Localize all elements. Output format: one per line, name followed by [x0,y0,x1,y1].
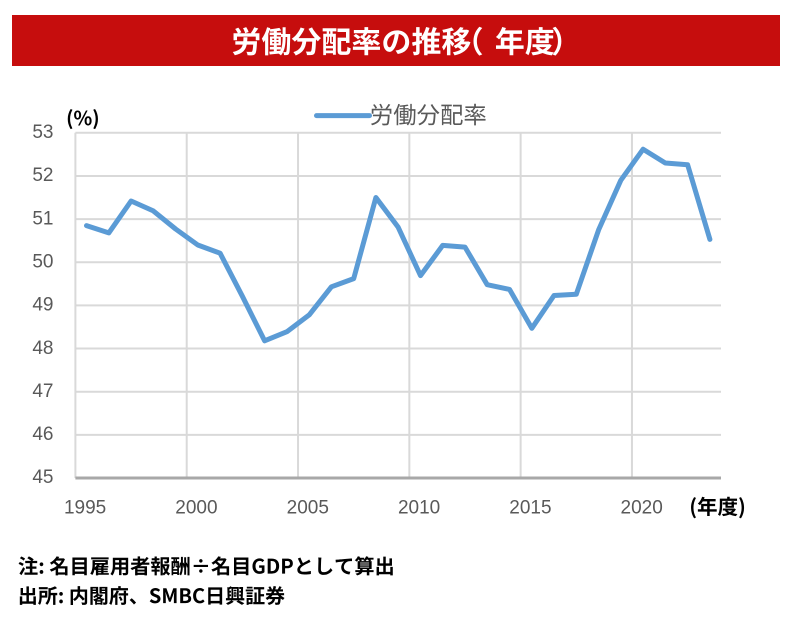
svg-text:52: 52 [32,165,53,186]
svg-text:45: 45 [32,467,53,488]
svg-text:48: 48 [32,338,53,359]
svg-text:2020: 2020 [621,498,663,519]
svg-text:2005: 2005 [287,498,329,519]
svg-text:46: 46 [32,424,53,445]
svg-text:49: 49 [32,295,53,316]
svg-text:1995: 1995 [64,498,106,519]
svg-text:50: 50 [32,251,53,272]
svg-text:53: 53 [32,122,53,143]
svg-text:2015: 2015 [509,498,551,519]
svg-text:51: 51 [32,208,53,229]
svg-text:47: 47 [32,381,53,402]
svg-text:2010: 2010 [398,498,440,519]
svg-text:2000: 2000 [175,498,217,519]
